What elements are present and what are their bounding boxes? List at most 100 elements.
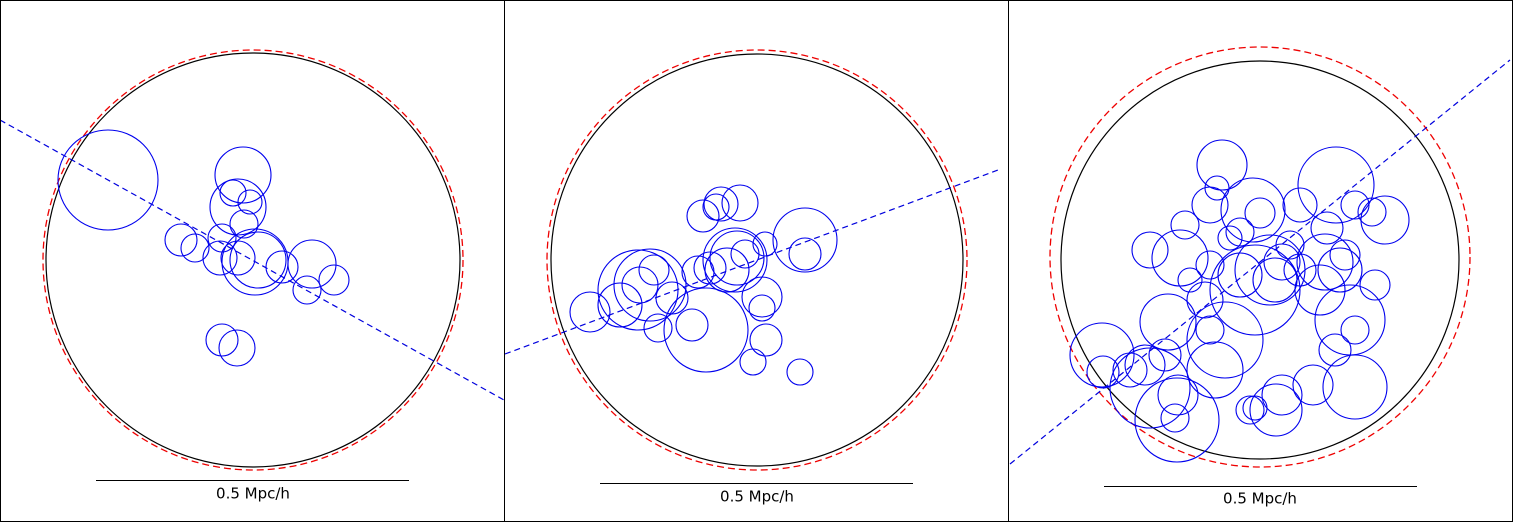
subhalo-circle	[205, 323, 239, 357]
panel: 0.5 Mpc/h	[505, 49, 999, 506]
subhalo-circle	[1195, 315, 1225, 345]
subhalo-circle	[1360, 195, 1410, 245]
virial-radius	[1049, 46, 1471, 468]
subhalo-circle	[686, 199, 720, 233]
subhalo-circle	[748, 294, 776, 322]
subhalo-circle	[1217, 252, 1263, 298]
subhalos	[57, 129, 350, 367]
subhalo-circle	[693, 251, 727, 285]
subhalo-circle	[1191, 186, 1229, 224]
subhalo-circle	[721, 184, 759, 222]
panel: 0.5 Mpc/h	[1009, 46, 1511, 508]
subhalo-circle	[1263, 243, 1301, 281]
major-axis	[1009, 59, 1511, 465]
subhalo-circle	[1186, 301, 1264, 379]
subhalo-circle	[613, 248, 687, 322]
virial-radius	[42, 49, 464, 471]
subhalo-circle	[1220, 177, 1286, 243]
subhalo-circle	[209, 178, 267, 236]
subhalo-circle	[1235, 395, 1265, 425]
subhalo-circle	[1109, 347, 1191, 429]
subhalo-circle	[739, 348, 767, 376]
subhalo-circle	[1195, 250, 1225, 280]
subhalo-circle	[749, 323, 783, 357]
subhalo-circle	[702, 227, 768, 293]
subhalo-circle	[229, 231, 287, 289]
subhalo-circle	[265, 250, 299, 284]
subhalo-circle	[57, 129, 159, 231]
subhalo-circle	[1086, 355, 1120, 389]
subhalo-circle	[1283, 253, 1317, 287]
subhalo-circle	[287, 239, 337, 289]
subhalos	[1069, 139, 1410, 463]
subhalo-circle	[1177, 267, 1203, 293]
subhalo-circle	[1322, 354, 1388, 420]
host-circle	[45, 52, 461, 468]
subhalo-circle	[1186, 341, 1244, 399]
subhalo-circle	[180, 233, 210, 263]
panel: 0.5 Mpc/h	[1, 49, 504, 503]
subhalo-circle	[752, 231, 778, 257]
subhalo-circle	[569, 291, 611, 333]
subhalo-circle	[1282, 187, 1318, 223]
subhalo-circle	[1296, 233, 1354, 291]
subhalo-circle	[621, 266, 659, 304]
subhalo-circle	[237, 189, 263, 215]
subhalo-circle	[597, 282, 643, 328]
subhalo-circle	[1317, 247, 1363, 293]
subhalo-circle	[1340, 315, 1370, 345]
subhalo-circle	[1131, 231, 1169, 269]
subhalo-circle	[202, 240, 238, 276]
subhalo-circle	[1217, 225, 1243, 251]
subhalo-circle	[1340, 190, 1370, 220]
subhalo-circle	[318, 264, 350, 296]
subhalo-circle	[772, 207, 838, 273]
scale-label: 0.5 Mpc/h	[1223, 490, 1297, 508]
subhalo-circle	[1249, 383, 1303, 437]
subhalo-circle	[786, 358, 814, 386]
subhalo-circle	[704, 247, 750, 293]
subhalo-circle	[1297, 146, 1375, 224]
subhalo-circle	[1225, 217, 1255, 247]
subhalo-circle	[675, 308, 709, 342]
host-circle	[1060, 60, 1460, 460]
subhalo-circle	[1134, 377, 1220, 463]
subhalo-circle	[1294, 264, 1346, 316]
subhalo-circle	[597, 249, 679, 331]
subhalo-circle	[730, 239, 760, 269]
subhalo-circle	[1244, 197, 1276, 229]
subhalo-circle	[164, 223, 198, 257]
host-circle	[550, 53, 964, 467]
subhalo-circle	[655, 281, 689, 315]
subhalo-circle	[1357, 197, 1387, 227]
subhalo-circle	[1160, 403, 1190, 433]
subhalos	[569, 184, 838, 386]
major-axis	[505, 169, 999, 355]
subhalo-circle	[1261, 374, 1303, 416]
subhalo-circle	[1292, 364, 1334, 406]
scale-label: 0.5 Mpc/h	[720, 488, 794, 506]
subhalo-circle	[1329, 239, 1361, 271]
subhalo-circle	[1170, 210, 1200, 240]
subhalo-circle	[219, 179, 247, 207]
subhalo-circle	[1148, 338, 1182, 372]
subhalo-circle	[1186, 281, 1224, 319]
subhalo-circle	[663, 287, 749, 373]
subhalo-circle	[788, 237, 822, 271]
virial-radius	[546, 49, 968, 471]
subhalo-circle	[643, 313, 673, 343]
subhalo-circle	[681, 255, 715, 289]
subhalo-circle	[229, 209, 259, 239]
subhalo-circle	[703, 186, 739, 222]
subhalo-circle	[1069, 322, 1135, 388]
subhalo-circle	[1124, 344, 1166, 386]
subhalo-circle	[741, 276, 783, 318]
scale-label: 0.5 Mpc/h	[216, 485, 290, 503]
subhalo-circle	[709, 230, 765, 286]
subhalo-circle	[214, 146, 272, 204]
subhalo-circle	[292, 275, 322, 305]
subhalo-circle	[1139, 293, 1197, 351]
subhalo-circle	[1275, 230, 1305, 260]
subhalo-circle	[638, 254, 670, 286]
subhalo-circle	[1196, 139, 1248, 191]
